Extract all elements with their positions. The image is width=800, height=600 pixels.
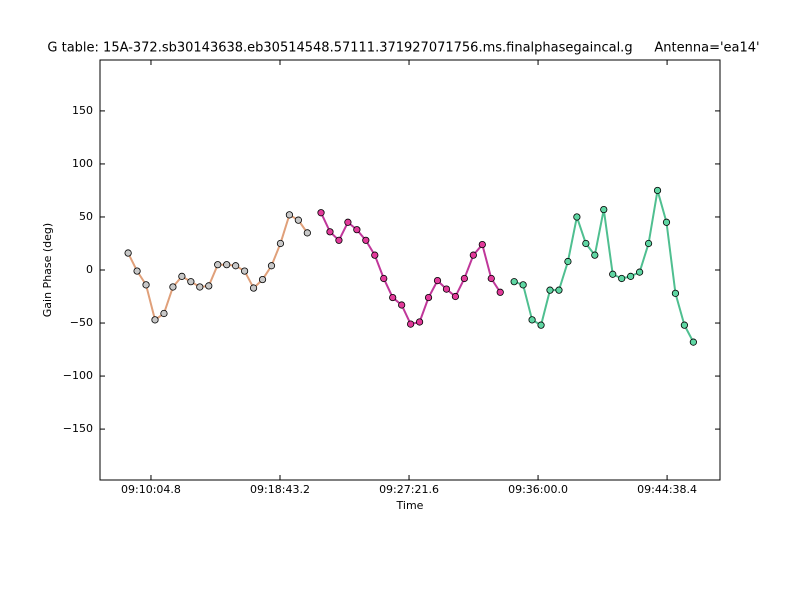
y-tick-label: 100 xyxy=(72,157,93,170)
data-point xyxy=(644,239,653,248)
data-point xyxy=(582,239,590,248)
x-tick-label: 09:18:43.2 xyxy=(250,483,310,496)
data-point xyxy=(232,262,240,270)
data-point xyxy=(564,257,572,266)
y-tick-label: −100 xyxy=(63,369,93,382)
data-point xyxy=(469,251,477,259)
data-point xyxy=(294,216,302,224)
data-point xyxy=(618,274,626,283)
data-point xyxy=(326,228,334,236)
data-point xyxy=(680,321,689,329)
data-point xyxy=(609,270,617,278)
data-point xyxy=(510,278,518,286)
y-tick-label: −50 xyxy=(70,316,93,329)
y-tick-label: −150 xyxy=(63,422,93,435)
data-point xyxy=(653,186,662,195)
data-point xyxy=(214,261,222,269)
data-point xyxy=(160,309,168,318)
data-point xyxy=(241,267,249,275)
data-point xyxy=(424,293,433,302)
data-point xyxy=(415,318,424,326)
data-point xyxy=(133,267,141,275)
data-point xyxy=(178,272,186,280)
data-point xyxy=(362,236,370,244)
plot-frame xyxy=(99,59,721,481)
data-point xyxy=(389,293,397,302)
data-point xyxy=(380,274,388,283)
data-point xyxy=(573,213,581,221)
data-point xyxy=(335,236,343,244)
data-point xyxy=(258,275,267,284)
data-point xyxy=(487,274,495,283)
data-point xyxy=(478,240,486,249)
data-point xyxy=(662,218,671,226)
data-point xyxy=(451,292,460,301)
data-point xyxy=(671,289,680,297)
data-point xyxy=(142,281,150,289)
data-point xyxy=(537,321,545,329)
data-point xyxy=(285,211,294,219)
y-tick-label: 0 xyxy=(86,263,93,276)
data-point xyxy=(223,261,231,269)
data-point xyxy=(442,285,451,293)
data-point xyxy=(460,274,468,283)
y-tick-label: 150 xyxy=(72,104,93,117)
data-point xyxy=(407,320,415,328)
chart-subtitle: Antenna='ea14' xyxy=(654,41,759,56)
data-point xyxy=(169,283,177,291)
x-tick-label: 09:10:04.8 xyxy=(121,483,181,496)
data-point xyxy=(371,251,379,259)
data-point xyxy=(689,338,697,346)
data-point xyxy=(528,316,536,324)
y-tick-label: 50 xyxy=(79,210,93,223)
data-point xyxy=(555,286,563,294)
data-point xyxy=(591,251,599,259)
data-point xyxy=(353,226,361,234)
data-point xyxy=(546,286,554,294)
data-point xyxy=(249,284,258,292)
data-point xyxy=(600,205,608,214)
data-point xyxy=(627,272,635,280)
x-tick-label: 09:44:38.4 xyxy=(637,483,697,496)
data-point xyxy=(496,288,504,296)
data-point xyxy=(398,301,406,309)
x-axis-label: Time xyxy=(396,499,424,512)
data-point xyxy=(267,262,276,270)
x-tick-label: 09:36:00.0 xyxy=(508,483,568,496)
series-line xyxy=(320,212,502,326)
chart-title: G table: 15A-372.sb30143638.eb30514548.5… xyxy=(47,41,632,56)
data-point xyxy=(276,239,285,248)
x-tick-label: 09:27:21.6 xyxy=(379,483,439,496)
data-point xyxy=(124,249,132,257)
data-point xyxy=(205,282,213,290)
series-line xyxy=(513,190,695,343)
data-point xyxy=(636,268,644,276)
data-point xyxy=(196,283,204,291)
data-point xyxy=(344,218,352,226)
data-point xyxy=(317,209,325,217)
data-point xyxy=(151,316,159,324)
data-point xyxy=(519,281,527,289)
y-axis-label: Gain Phase (deg) xyxy=(41,223,54,317)
data-point xyxy=(187,278,195,286)
data-point xyxy=(303,229,311,237)
data-point xyxy=(433,277,442,285)
